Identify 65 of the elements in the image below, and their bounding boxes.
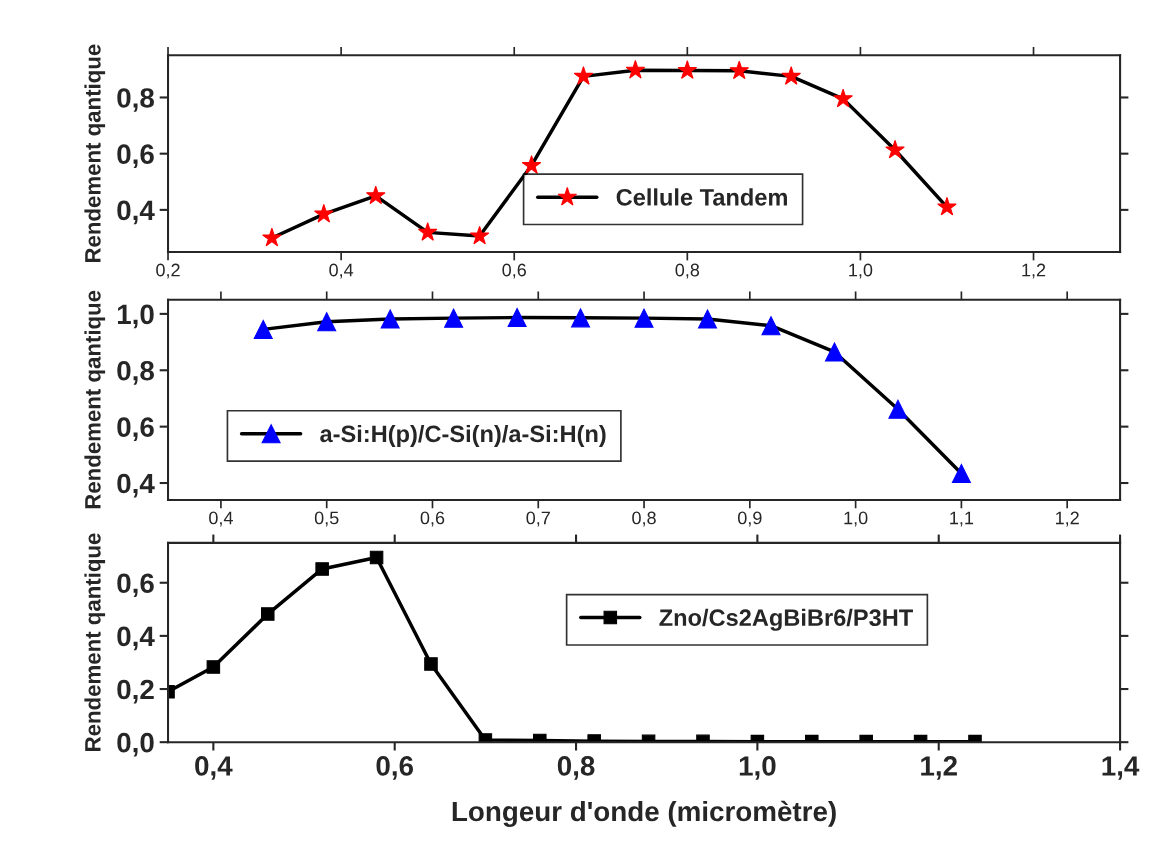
point <box>365 185 386 205</box>
x-tick-label: 0,6 <box>420 511 445 527</box>
y-tick-label: 0,8 <box>117 88 154 112</box>
point <box>937 196 957 216</box>
legend-label: Zno/Cs2AgBiBr6/P3HT <box>659 608 913 631</box>
x-tick-label: 0,9 <box>737 511 762 527</box>
point <box>781 66 801 85</box>
point <box>697 309 718 329</box>
point <box>571 308 591 328</box>
point <box>253 319 273 339</box>
point <box>625 59 646 79</box>
point <box>885 139 905 159</box>
x-tick-label: 0,5 <box>314 511 339 527</box>
legend-label: Cellule Tandem <box>616 188 787 206</box>
y-tick-label: 0,8 <box>117 360 154 385</box>
point <box>573 66 594 85</box>
point <box>507 308 527 328</box>
y-tick-label: 0,4 <box>117 626 155 651</box>
legend-label: a-Si:H(p)/C-Si(n)/a-Si:H(n) <box>320 424 606 447</box>
point <box>444 308 464 328</box>
point <box>634 308 654 328</box>
y-tick-label: 1,0 <box>117 304 154 329</box>
point <box>314 203 334 223</box>
point <box>677 60 698 79</box>
point <box>317 312 337 332</box>
y-tick-label: 0,6 <box>117 144 154 169</box>
point <box>888 399 908 419</box>
y-tick-label: 0,6 <box>117 417 154 442</box>
x-tick-label: 1,1 <box>950 511 974 527</box>
x-tick-label: 1,2 <box>1056 511 1079 527</box>
y-tick-label: 0,0 <box>117 732 154 757</box>
x-tick-label: 0,4 <box>209 511 233 527</box>
y-axis-title: Rendement qantique <box>84 44 106 263</box>
x-tick-label: 0,4 <box>329 263 354 279</box>
x-axis-title: Longeur d'onde (micromètre) <box>452 800 836 827</box>
x-tick-label: 0,2 <box>156 263 180 279</box>
point <box>951 463 971 483</box>
x-tick-label: 0,7 <box>526 511 550 527</box>
y-tick-label: 0,4 <box>117 473 155 498</box>
y-tick-label: 0,4 <box>117 200 155 225</box>
y-tick-label: 0,6 <box>117 573 154 598</box>
x-tick-label: 1,0 <box>739 756 776 780</box>
point <box>521 155 542 174</box>
x-tick-label: 0,8 <box>632 511 656 527</box>
point <box>469 225 490 245</box>
y-axis-title: Rendement qantique <box>84 533 106 751</box>
point <box>761 316 781 336</box>
x-tick-label: 1,2 <box>921 756 957 780</box>
point <box>833 88 853 108</box>
x-tick-label: 0,4 <box>195 756 233 780</box>
x-tick-label: 0,6 <box>502 263 526 279</box>
x-tick-label: 0,8 <box>557 756 595 780</box>
point <box>262 227 282 247</box>
y-axis-title: Rendement qantique <box>84 290 106 509</box>
point <box>380 309 400 329</box>
x-tick-label: 1,0 <box>844 511 868 527</box>
point <box>729 60 750 80</box>
x-tick-label: 1,4 <box>1102 756 1140 780</box>
point <box>417 222 438 241</box>
y-tick-label: 0,2 <box>117 679 154 704</box>
x-tick-label: 1,2 <box>1022 263 1046 279</box>
point <box>824 342 844 362</box>
x-tick-label: 0,8 <box>675 263 700 279</box>
x-tick-label: 1,0 <box>849 263 873 279</box>
x-tick-label: 0,6 <box>376 756 414 780</box>
